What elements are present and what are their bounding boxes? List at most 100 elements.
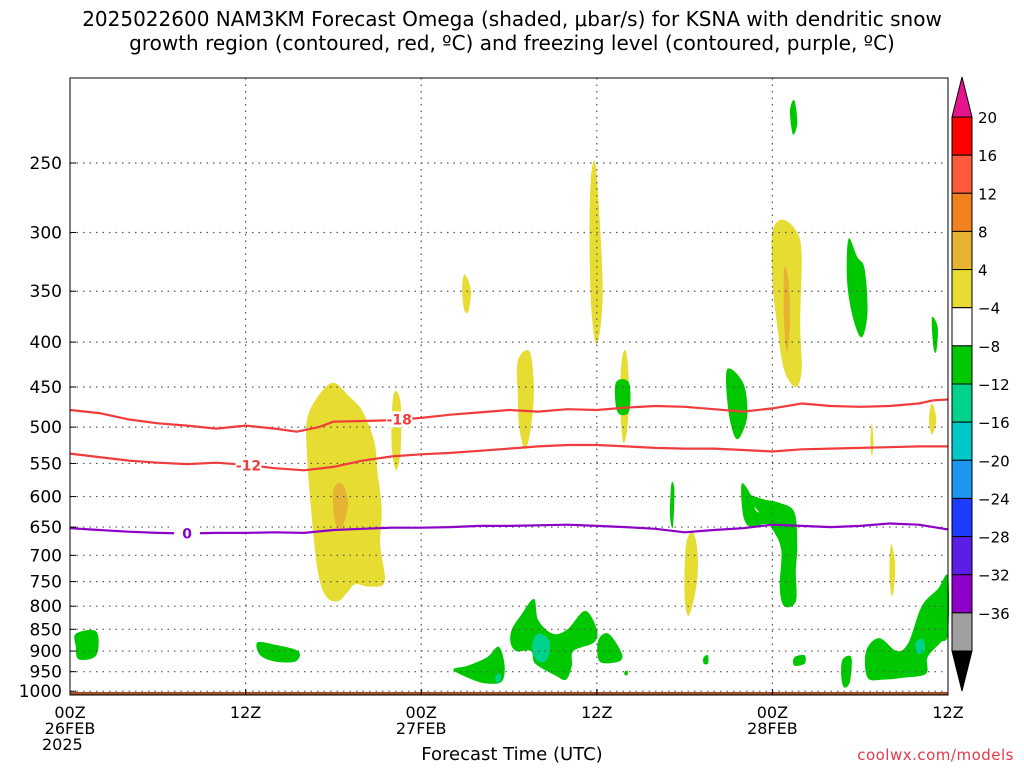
- y-tick-label-500: 500: [30, 418, 62, 438]
- surface-ground-band: [70, 691, 948, 695]
- grid-lines: [70, 78, 948, 695]
- colorbar-swatch-0: [951, 116, 973, 156]
- y-tick-label-650: 650: [30, 518, 62, 538]
- contour-line-0: [69, 398, 949, 433]
- colorbar-label-3: 8: [978, 223, 988, 241]
- y-axis: 2503003504004505005506006507007508008509…: [19, 154, 76, 702]
- omega-region-12: [929, 403, 937, 435]
- omega-region-1: [332, 482, 348, 529]
- plot-frame: [69, 77, 949, 696]
- colorbar-swatch-4: [951, 269, 973, 309]
- colorbar-label-1: 16: [978, 147, 997, 165]
- x-tick-label-0-1: 00Z: [54, 703, 85, 722]
- x-tick-label-48-1: 00Z: [757, 703, 788, 722]
- x-tick-label-36-1: 12Z: [581, 703, 612, 722]
- omega-region-24: [510, 598, 598, 681]
- y-tick-label-850: 850: [30, 620, 62, 640]
- contour-lines: -18 -12 0: [69, 398, 949, 542]
- contour-label-1: -12: [236, 459, 261, 475]
- omega-shading-layer: [74, 99, 950, 688]
- colorbar-swatch-7: [951, 383, 973, 423]
- omega-region-23: [453, 646, 505, 684]
- omega-region-21: [74, 629, 99, 661]
- x-tick-label-12-1: 12Z: [230, 703, 261, 722]
- y-tick-label-400: 400: [30, 333, 62, 353]
- colorbar-swatch-12: [951, 574, 973, 614]
- colorbar-swatch-9: [951, 459, 973, 499]
- y-tick-label-250: 250: [30, 154, 62, 174]
- colorbar-label-11: −28: [978, 529, 1010, 547]
- colorbar-label-0: 20: [978, 109, 997, 127]
- colorbar-label-6: −8: [978, 338, 1000, 356]
- contour-label-2: 0: [182, 526, 192, 542]
- x-tick-label-0-2: 26FEB: [45, 719, 96, 738]
- colorbar-label-7: −12: [978, 376, 1010, 394]
- y-tick-label-950: 950: [30, 663, 62, 683]
- colorbar-swatch-2: [951, 192, 973, 232]
- colorbar-label-4: 4: [978, 262, 988, 280]
- colorbar-label-13: −36: [978, 605, 1010, 623]
- colorbar-swatch-1: [951, 154, 973, 194]
- omega-region-13: [789, 99, 798, 135]
- x-tick-label-48-2: 28FEB: [747, 719, 798, 738]
- omega-region-16: [614, 379, 631, 416]
- omega-region-32: [915, 638, 926, 654]
- x-tick-label-24-1: 00Z: [406, 703, 437, 722]
- omega-region-11: [889, 544, 896, 597]
- colorbar-swatch-10: [951, 497, 973, 538]
- colorbar-label-12: −32: [978, 567, 1010, 585]
- colorbar-swatch-3: [951, 230, 973, 271]
- omega-region-9: [783, 266, 791, 352]
- omega-region-14: [846, 238, 868, 338]
- colorbar-label-5: −4: [978, 300, 1000, 318]
- x-tick-label-0-3: 2025: [42, 735, 83, 754]
- colorbar: 20 16 12 8 4 −4 −8 −12 −16 −20 −24 −28 −32 −36: [951, 76, 1010, 692]
- omega-region-20: [669, 481, 675, 529]
- omega-region-29: [793, 654, 806, 666]
- contour-label-0: -18: [387, 412, 412, 428]
- x-tick-label-60-1: 12Z: [932, 703, 963, 722]
- omega-region-26: [597, 633, 623, 664]
- omega-region-19: [747, 495, 798, 608]
- colorbar-swatch-6: [951, 345, 973, 385]
- omega-region-17: [725, 368, 748, 440]
- contour-label-bg-0: [386, 411, 413, 428]
- omega-region-22: [256, 641, 300, 663]
- omega-region-15: [931, 316, 938, 353]
- colorbar-swatch-8: [951, 421, 973, 461]
- contour-line-2: [69, 522, 949, 535]
- chart-title-line2: growth region (contoured, red, ºC) and f…: [129, 31, 895, 55]
- colorbar-label-8: −16: [978, 414, 1010, 432]
- omega-region-4: [516, 350, 534, 450]
- omega-region-10: [870, 423, 874, 457]
- colorbar-swatch-5: [951, 307, 973, 347]
- omega-region-2: [391, 390, 402, 471]
- site-credit: coolwx.com/models: [857, 746, 1014, 764]
- colorbar-label-10: −24: [978, 490, 1010, 508]
- omega-region-31: [864, 574, 950, 681]
- y-tick-label-300: 300: [30, 223, 62, 243]
- y-tick-label-350: 350: [30, 282, 62, 302]
- y-tick-label-450: 450: [30, 378, 62, 398]
- omega-region-25: [532, 633, 551, 663]
- x-tick-label-24-2: 27FEB: [396, 719, 447, 738]
- y-tick-label-750: 750: [30, 573, 62, 593]
- omega-region-5: [589, 160, 603, 344]
- omega-region-28: [703, 654, 709, 665]
- y-tick-label-900: 900: [30, 642, 62, 662]
- chart-title-line1: 2025022600 NAM3KM Forecast Omega (shaded…: [82, 7, 942, 31]
- colorbar-swatch-13: [951, 612, 973, 652]
- y-tick-label-800: 800: [30, 597, 62, 617]
- omega-region-7: [684, 532, 698, 616]
- y-tick-label-550: 550: [30, 454, 62, 474]
- colorbar-top-arrow: [951, 76, 973, 118]
- y-tick-label-1000: 1000: [19, 682, 62, 702]
- omega-region-33: [495, 673, 501, 683]
- colorbar-label-2: 12: [978, 185, 997, 203]
- colorbar-bottom-arrow: [951, 650, 973, 692]
- omega-region-27: [624, 670, 628, 676]
- contour-line-1: [69, 443, 948, 472]
- omega-region-30: [841, 655, 852, 688]
